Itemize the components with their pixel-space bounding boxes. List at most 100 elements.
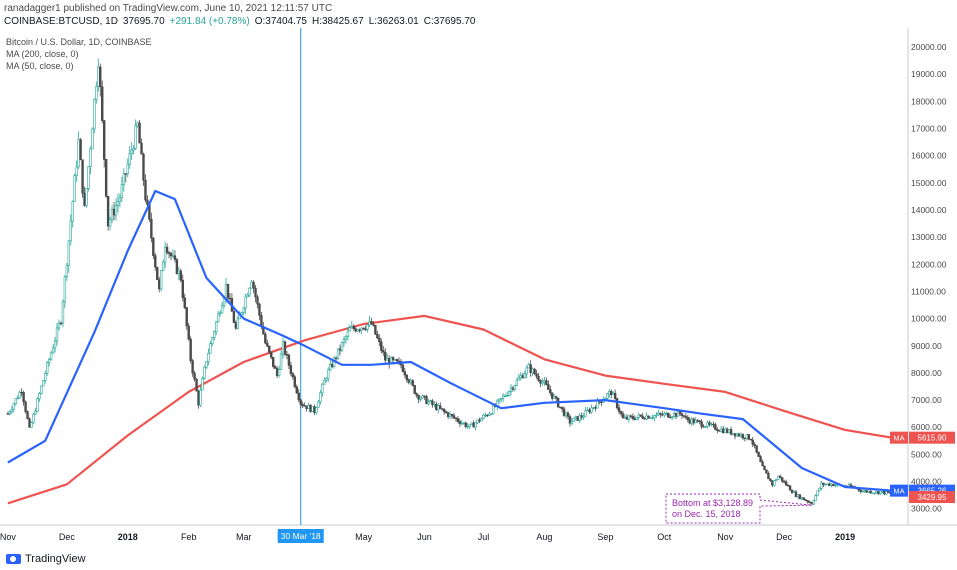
candle-body [710,423,713,426]
y-tick-label: 20000.00 [911,42,947,52]
candle-body [747,434,750,440]
candle [639,414,642,418]
candle [773,479,776,487]
candle [301,401,304,409]
legend-ma50[interactable]: MA (50, close, 0) [6,61,74,71]
candle-body [175,259,179,274]
candle [236,315,240,330]
candle [382,345,385,356]
candle-body [576,416,580,421]
candle [163,241,167,269]
candle [366,324,369,333]
candle-body [8,411,12,415]
candle [317,399,320,408]
candle [814,494,817,502]
candle-body [668,416,672,419]
candle-body [499,398,503,400]
candle [328,360,332,371]
candle-body [470,422,473,426]
candle-body [380,341,383,351]
candle-body [101,86,104,121]
candle-body [348,327,352,332]
candle [332,356,336,369]
candle-body [42,380,45,387]
crosshair-date-label: 30 Mar '18 [281,531,321,541]
candle-body [458,421,462,425]
candle [159,270,163,292]
candle [309,404,312,413]
price-chart[interactable]: 20000.00 19000.00 18000.00 17000.00 16000.00… [0,28,957,550]
candle [515,377,519,387]
candle [104,158,108,198]
candle-body [240,312,243,316]
candle-body [816,490,819,496]
candle-body [631,416,635,419]
candle [360,327,363,334]
candle-body [323,380,326,385]
candle [128,146,131,169]
candle-body [216,313,220,323]
candle [714,422,717,431]
candle-body [352,326,355,330]
candle [698,420,701,425]
candle-body [871,492,874,495]
candle [277,365,281,378]
candle-body [18,391,21,399]
candle-body [690,418,693,424]
legend-ma200[interactable]: MA (200, close, 0) [6,49,79,59]
candle-body [731,433,735,435]
candle [592,407,595,410]
time-axis[interactable]: NovDec2018FebMarAprMayJunJulAugSepOctNov… [0,529,855,543]
candle [352,323,355,331]
candle [342,336,346,347]
candle [40,385,43,395]
x-tick-label: Jul [478,532,490,542]
candle-body [792,491,796,493]
candle [558,406,562,409]
candle-body [61,301,65,324]
candle [110,204,114,224]
candle [295,384,298,394]
candle-body [156,266,159,281]
candle [444,410,448,414]
candle-body [154,255,157,268]
candle-body [213,331,216,338]
candle [521,372,524,379]
candle-body [303,405,306,407]
candle [193,370,196,382]
candle [213,330,216,341]
candle [218,310,222,317]
candle [566,411,570,420]
y-tick-label: 11000.00 [911,286,946,296]
candle-body [378,337,381,343]
candle-body [366,324,369,330]
candle [266,339,269,348]
candle [537,372,540,382]
candle [6,411,10,415]
candle-body [661,413,664,416]
candle [680,411,684,419]
candle-body [142,153,145,181]
candle [429,400,432,403]
candle [531,367,534,377]
candle-body [519,375,523,379]
candle [647,415,650,419]
candle [586,407,589,412]
candle [777,475,780,480]
candle-body [79,139,82,161]
footer-brand[interactable]: TradingView [6,553,86,565]
price-axis[interactable]: 20000.00 19000.00 18000.00 17000.00 16000.00… [911,42,947,514]
candle [49,350,53,361]
candle-body [203,366,206,379]
candle-body [828,483,831,486]
candle-body [201,378,204,391]
candle [244,293,247,314]
candle-body [114,205,118,216]
candle [710,422,713,427]
candle-body [360,327,363,331]
candle-body [264,333,267,344]
annotation-line-2: on Dec. 15, 2018 [672,509,741,519]
candle-body [745,434,749,439]
candle [152,236,155,260]
